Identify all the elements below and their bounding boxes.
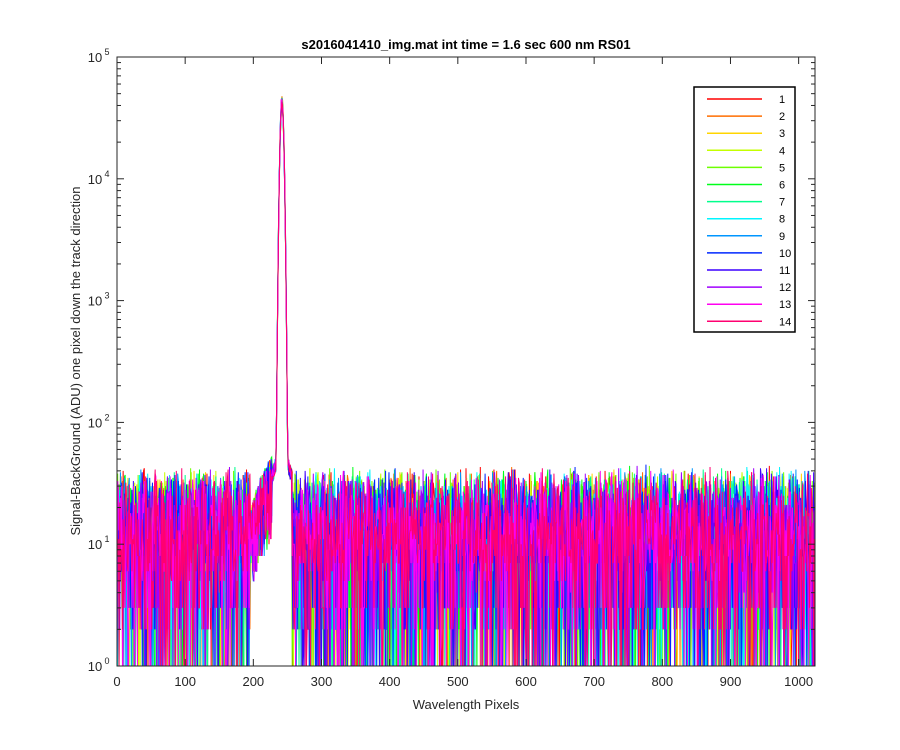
y-tick-label: 10: [88, 537, 102, 552]
chart-title: s2016041410_img.mat int time = 1.6 sec 6…: [301, 37, 630, 52]
legend-label-1: 1: [779, 94, 785, 106]
legend-label-4: 4: [779, 145, 785, 157]
series-line-14: [116, 101, 815, 667]
y-tick-label: 10: [88, 294, 102, 309]
x-tick-label: 1000: [784, 674, 813, 689]
x-tick-label: 900: [720, 674, 742, 689]
x-tick-label: 0: [113, 674, 120, 689]
y-tick-exponent: 1: [104, 534, 109, 544]
plot-frame: [116, 56, 816, 667]
legend-label-5: 5: [779, 162, 785, 174]
series-layer: [116, 96, 815, 667]
legend-label-11: 11: [779, 265, 790, 277]
legend-label-13: 13: [779, 299, 791, 311]
legend-label-8: 8: [779, 214, 785, 226]
legend-label-14: 14: [779, 316, 791, 328]
y-tick-label: 10: [88, 50, 102, 65]
y-tick-exponent: 5: [104, 47, 109, 57]
legend-label-10: 10: [779, 248, 791, 260]
legend-box: [693, 86, 796, 333]
legend-label-9: 9: [779, 231, 785, 243]
x-tick-label: 500: [447, 674, 469, 689]
legend-label-7: 7: [779, 197, 785, 209]
y-tick-exponent: 0: [104, 656, 109, 666]
x-tick-label: 300: [311, 674, 333, 689]
x-tick-label: 100: [174, 674, 196, 689]
x-axis-label: Wavelength Pixels: [413, 697, 520, 712]
y-tick-label: 10: [88, 415, 102, 430]
y-tick-label: 10: [88, 172, 102, 187]
y-tick-exponent: 3: [104, 291, 109, 301]
y-tick-exponent: 2: [104, 412, 109, 422]
legend-label-2: 2: [779, 111, 785, 123]
y-tick-label: 10: [88, 659, 102, 674]
legend-label-12: 12: [779, 282, 791, 294]
x-tick-label: 800: [651, 674, 673, 689]
legend-label-3: 3: [779, 128, 785, 140]
x-tick-label: 600: [515, 674, 537, 689]
y-tick-exponent: 4: [104, 169, 109, 179]
legend-label-6: 6: [779, 180, 785, 192]
x-tick-label: 400: [379, 674, 401, 689]
y-axis-label: Signal-BackGround (ADU) one pixel down t…: [68, 186, 83, 535]
x-tick-label: 200: [242, 674, 264, 689]
x-tick-label: 700: [583, 674, 605, 689]
